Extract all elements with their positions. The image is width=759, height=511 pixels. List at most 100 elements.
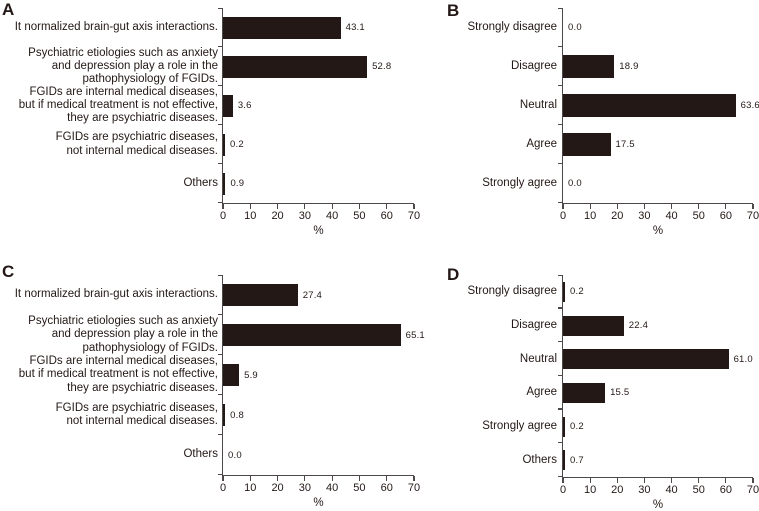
category-label: Strongly disagree [400, 8, 558, 47]
y-axis-tick [558, 162, 563, 164]
x-axis-tick-label: 30 [638, 210, 651, 222]
category-label-line: and depression play a role in the [51, 59, 218, 72]
category-label: Strongly disagree [400, 275, 558, 309]
x-axis-label: % [652, 225, 664, 237]
y-axis-tick [558, 307, 563, 309]
value-label: 27.4 [302, 289, 323, 301]
x-axis-tick-label: 50 [353, 210, 366, 222]
x-axis-tick-label: 20 [271, 210, 284, 222]
x-axis-tick [752, 478, 754, 484]
bar [223, 133, 225, 156]
y-axis-tick [558, 45, 563, 47]
category-label: Agree [400, 125, 557, 164]
category-label: Strongly agree [400, 410, 557, 444]
y-axis-tick [218, 162, 223, 164]
category-label-line: Disagree [510, 59, 557, 72]
value-label: 0.7 [570, 454, 584, 466]
category-label-line: but if medical treatment is not effectiv… [18, 368, 218, 381]
x-axis-tick-label: 40 [665, 210, 678, 222]
value-label: 0.2 [570, 420, 584, 432]
bar [563, 416, 565, 437]
x-axis-tick [562, 204, 564, 210]
x-axis-tick [222, 204, 224, 210]
x-axis-tick [249, 204, 251, 210]
category-label-line: not internal medical diseases. [66, 415, 219, 427]
x-axis-tick-label: 40 [326, 210, 339, 222]
category-label-line: It normalized brain-gut axis interaction… [14, 20, 218, 33]
value-label: 0.0 [568, 178, 582, 189]
x-axis-tick-label: 60 [719, 210, 732, 222]
category-label-line: Agree [526, 137, 557, 150]
category-label-line: It normalized brain-gut axis interaction… [14, 288, 218, 301]
x-axis-tick-label: 30 [298, 210, 311, 222]
category-label-line: they are psychiatric diseases. [67, 112, 218, 125]
category-label: It normalized brain-gut axis interaction… [4, 8, 218, 47]
category-label: Others [4, 164, 218, 203]
category-label-line: Psychiatric etiologies such as anxiety [28, 315, 218, 328]
x-axis-tick [616, 478, 618, 484]
panel-a-plot-area: 43.1 52.8 3.6 0.2 0.9 0 10 20 30 40 50 60 70% [218, 8, 420, 237]
x-axis-tick [276, 476, 279, 482]
category-label: Agree [400, 376, 557, 410]
panel-b-plot-area: 0.0 18.9 63.6 17.5 0.0 0 10 20 30 40 50 60 70% [558, 8, 759, 237]
x-axis-tick [331, 476, 333, 482]
panel-c-plot-area: 27.4 65.1 5.9 0.8 0.0 0 10 20 30 40 50 60 70% [218, 275, 425, 509]
y-axis-tick [558, 123, 563, 125]
x-axis-tick-label: 60 [380, 482, 393, 494]
bar [563, 281, 565, 302]
x-axis-tick-label: 20 [611, 210, 624, 222]
x-axis-tick [643, 478, 646, 484]
category-label-line: Agree [526, 386, 557, 399]
category-label-line: FGIDs are internal medical diseases, [29, 355, 218, 368]
category-label: Strongly agree [400, 164, 557, 203]
value-label: 52.8 [372, 61, 392, 72]
bar [563, 349, 729, 370]
bar [223, 94, 233, 117]
bar [563, 450, 565, 471]
x-axis-tick [249, 476, 251, 482]
y-axis-tick [218, 8, 223, 10]
category-label: It normalized brain-gut axis interaction… [4, 275, 218, 315]
x-axis-tick [358, 476, 361, 482]
category-label-line: Psychiatric etiologies such as anxiety [28, 46, 218, 59]
category-label: Others [4, 435, 218, 475]
panel-d-letter: D [447, 265, 460, 284]
value-label: 0.2 [230, 139, 244, 150]
x-axis-tick-label: 20 [271, 482, 284, 494]
y-axis-tick [218, 473, 223, 475]
category-label: Neutral [400, 342, 557, 376]
category-label-line: FGIDs are psychiatric diseases, [55, 401, 218, 414]
x-axis-tick-label: 0 [219, 210, 227, 222]
category-label-line: Neutral [519, 352, 557, 365]
y-axis-tick [218, 123, 223, 125]
x-axis-tick [589, 478, 591, 484]
category-label-line: Strongly agree [482, 176, 557, 189]
category-label-line: Disagree [510, 318, 557, 331]
x-axis-tick-label: 0 [559, 484, 567, 496]
y-axis-tick [558, 442, 563, 444]
category-label: FGIDs are internal medical diseases, but … [4, 355, 218, 395]
x-axis-tick [386, 476, 388, 482]
category-label: Neutral [400, 86, 557, 125]
y-axis-tick [558, 408, 563, 410]
value-label: 0.0 [568, 22, 582, 33]
x-axis-tick [670, 478, 673, 484]
y-axis-tick [218, 313, 223, 315]
category-label-line: Strongly agree [482, 419, 557, 432]
y-axis-tick [218, 84, 223, 86]
category-label-line: Strongly disagree [467, 20, 558, 33]
bar [563, 133, 611, 156]
panel-b-letter: B [447, 1, 460, 20]
panel-d-plot-area: 0.2 22.4 61.0 15.5 0.2 0.7 0 10 20 30 40 50 60 70% [558, 275, 759, 511]
x-axis-tick-label: 70 [746, 484, 759, 496]
x-axis-tick [698, 478, 700, 484]
category-label-line: they are psychiatric diseases. [67, 381, 218, 394]
x-axis-tick [670, 204, 673, 210]
x-axis-tick-label: 50 [353, 482, 366, 494]
x-axis-tick-label: 10 [584, 484, 597, 496]
y-axis-tick [218, 393, 223, 395]
x-axis-tick-label: 60 [380, 210, 393, 222]
category-label: Psychiatric etiologies such as anxiety an… [4, 315, 218, 355]
